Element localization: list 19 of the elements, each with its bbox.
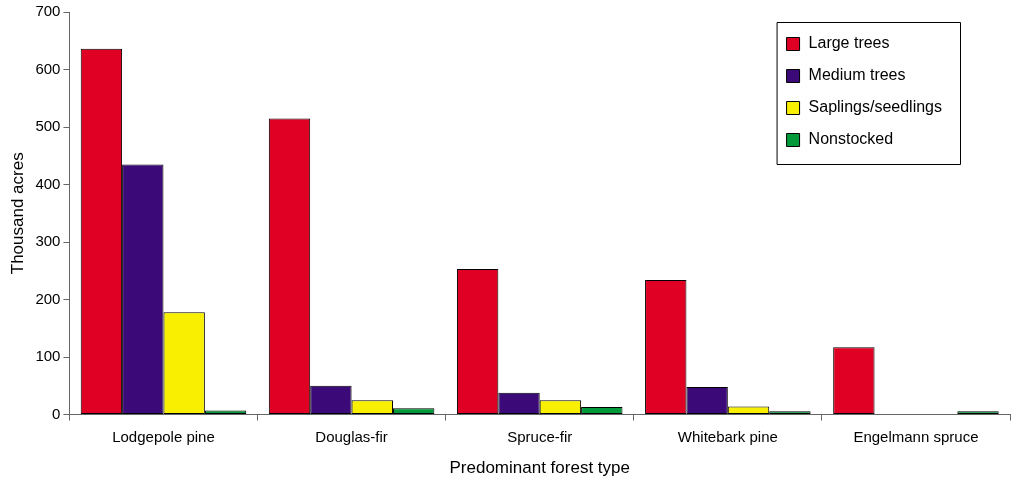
legend-label: Nonstocked [808,130,894,148]
y-tick-label: 500 [35,117,61,135]
y-tick-label: 200 [35,289,61,307]
x-tick-label: Spruce-fir [507,427,573,445]
x-tick-label: Lodgepole pine [112,427,215,445]
legend-label: Medium trees [808,66,906,84]
x-tick-label: Whitebark pine [677,427,778,445]
x-tick-label: Engelmann spruce [853,427,979,445]
legend-label: Saplings/seedlings [808,98,942,116]
y-axis-title: Thousand acres [7,152,27,275]
y-tick-label: 0 [52,404,61,422]
y-tick-label: 300 [35,232,61,250]
y-tick-label: 700 [35,2,61,20]
legend-label: Large trees [808,34,890,52]
y-tick-label: 600 [35,59,61,77]
x-tick-label: Douglas-fir [315,427,388,445]
y-tick-label: 400 [35,174,61,192]
x-axis-title: Predominant forest type [449,458,630,478]
y-tick-label: 100 [35,347,61,365]
